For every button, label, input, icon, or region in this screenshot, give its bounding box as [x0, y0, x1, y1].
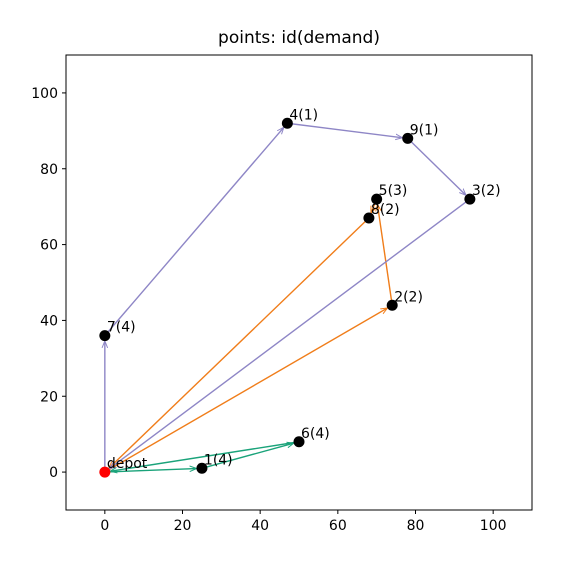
point-depot	[99, 466, 111, 478]
route-segment-2-3	[407, 137, 466, 194]
point-6	[293, 436, 305, 448]
route-segment-1-3	[109, 217, 370, 468]
point-4	[281, 117, 293, 129]
point-label-9: 9(1)	[410, 122, 439, 138]
point-label-2: 2(2)	[394, 289, 423, 305]
y-tick-label-0: 0	[49, 465, 58, 481]
labels-layer: depot 1(4) 2(2) 3(2) 4(1) 5(3) 6(4) 7(4) 8(2) 9(1…	[107, 107, 501, 472]
y-tick-label-40: 40	[40, 313, 58, 329]
point-3	[464, 193, 476, 205]
x-tick-label-60: 60	[329, 518, 347, 534]
route-segment-2-1	[104, 128, 284, 337]
x-tick-label-40: 40	[251, 518, 269, 534]
route-segment-0-2	[111, 441, 300, 471]
y-tick-label-60: 60	[40, 238, 58, 254]
axes-layer: 0 20 40 60 80 100 0 20 40 60 80 100	[31, 54, 533, 534]
route-segment-2-2	[287, 122, 401, 137]
y-tick-label-100: 100	[31, 86, 58, 102]
point-label-7: 7(4)	[107, 320, 136, 336]
plot-frame	[65, 54, 533, 511]
point-5	[371, 193, 383, 205]
chart-title: points: id(demand)	[218, 28, 380, 48]
point-label-4: 4(1)	[289, 107, 318, 123]
route-segment-1-0	[104, 308, 387, 473]
x-tick-label-100: 100	[480, 518, 507, 534]
route-segment-0-0	[104, 469, 196, 473]
point-label-depot: depot	[107, 456, 148, 472]
route-segment-1-1	[378, 205, 393, 306]
point-2	[386, 299, 398, 311]
y-tick-label-20: 20	[40, 389, 58, 405]
point-8	[363, 212, 375, 224]
point-label-3: 3(2)	[472, 183, 501, 199]
x-tick-label-0: 0	[100, 518, 109, 534]
point-label-1: 1(4)	[204, 452, 233, 468]
point-label-5: 5(3)	[379, 183, 408, 199]
point-7	[99, 330, 111, 342]
point-1	[196, 462, 208, 474]
route-segment-2-4	[110, 198, 471, 468]
point-9	[402, 132, 414, 144]
points-layer	[99, 117, 476, 478]
point-label-8: 8(2)	[371, 202, 400, 218]
route-segment-0-1	[201, 443, 293, 469]
point-label-6: 6(4)	[301, 426, 330, 442]
y-tick-label-80: 80	[40, 162, 58, 178]
x-tick-label-20: 20	[174, 518, 192, 534]
x-tick-label-80: 80	[407, 518, 425, 534]
